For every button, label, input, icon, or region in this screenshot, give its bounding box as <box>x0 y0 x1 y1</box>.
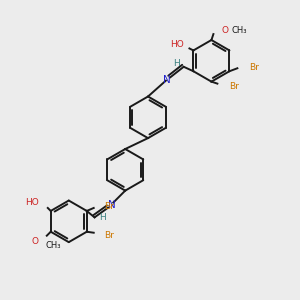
Text: O: O <box>221 26 228 34</box>
Text: H: H <box>173 59 180 68</box>
Text: Br: Br <box>105 231 115 240</box>
Text: O: O <box>32 237 39 246</box>
Text: HO: HO <box>25 197 39 206</box>
Text: CH₃: CH₃ <box>46 241 61 250</box>
Text: H: H <box>99 213 106 222</box>
Text: N: N <box>163 75 171 85</box>
Text: N: N <box>109 200 116 211</box>
Text: HO: HO <box>170 40 184 49</box>
Text: Br: Br <box>105 202 115 211</box>
Text: CH₃: CH₃ <box>231 26 247 34</box>
Text: Br: Br <box>229 82 239 91</box>
Text: Br: Br <box>249 63 259 72</box>
